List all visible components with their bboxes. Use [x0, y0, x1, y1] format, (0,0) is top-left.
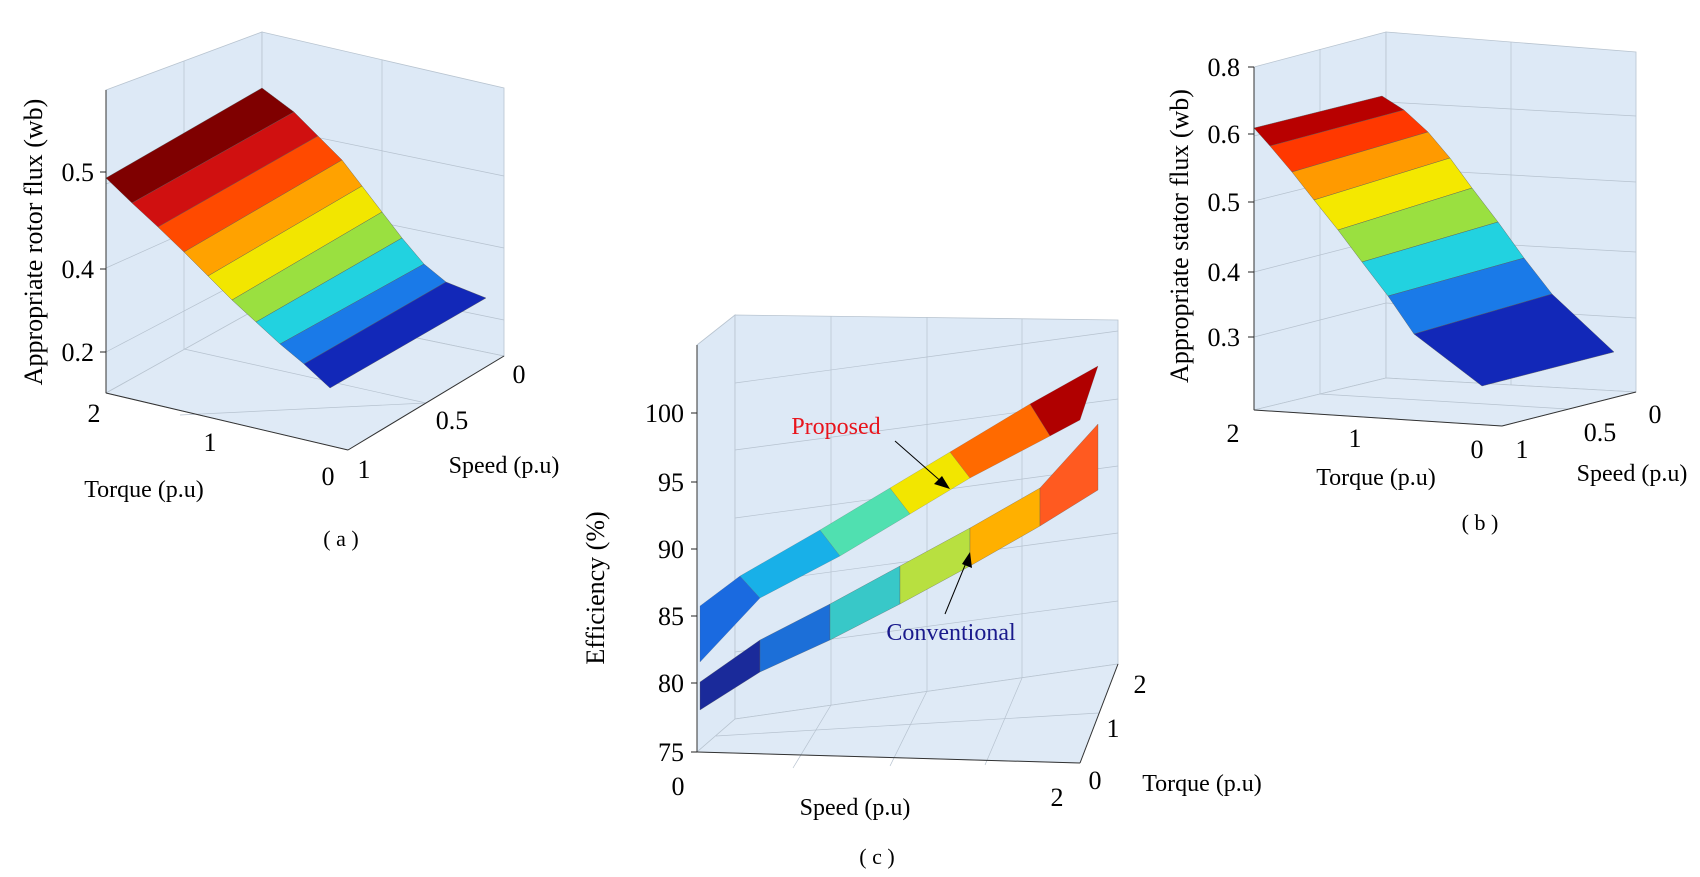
panel-c-x-axis-label: Speed (p.u) [800, 795, 911, 821]
panel-c-caption: ( c ) [859, 844, 894, 869]
panel-c-proposed-surface [699, 365, 1099, 663]
panel-c-wall-back [734, 314, 1119, 720]
panel-a-z-tick-label: 0.5 [62, 158, 95, 187]
panel-b-x-tick-label: 1 [1349, 424, 1362, 453]
panel-b-y-tick-label: 0 [1649, 400, 1662, 429]
panel-a-y-tick-label: 0.5 [436, 406, 469, 435]
panel-b-caption: ( b ) [1462, 510, 1499, 535]
panel-c-y-axis-label: Torque (p.u) [1142, 771, 1262, 797]
panel-c-z-tick-label: 100 [645, 399, 684, 428]
panel-a-x-tick-label: 0 [322, 462, 335, 491]
panel-c-x-tick-label: 0 [672, 772, 685, 801]
panel-b-z-tick-label: 0.3 [1208, 323, 1241, 352]
panel-a-caption: ( a ) [323, 526, 358, 551]
panel-c-z-tick-label: 80 [658, 669, 684, 698]
panel-c-y-tick-label: 1 [1107, 714, 1120, 743]
panel-a [104, 31, 506, 451]
panel-c-z-axis-label: Efficiency (%) [581, 511, 610, 664]
panel-a-z-axis-label: Appropriate rotor flux (wb) [19, 99, 48, 386]
panel-a-surface [105, 87, 487, 389]
panel-c-z-tick-label: 90 [658, 535, 684, 564]
panel-b-z-tick-label: 0.6 [1208, 120, 1241, 149]
panel-b-band-8 [1413, 293, 1615, 387]
proposed-arrow-line [894, 440, 945, 485]
panel-a-y-tick-label: 0 [513, 360, 526, 389]
panel-b-y-tick-label: 1 [1516, 435, 1529, 464]
panel-b-z-axis-label: Appropriate stator flux (wb) [1165, 89, 1194, 383]
panel-c-conventional-surface [699, 423, 1099, 711]
panel-a-band-9 [303, 281, 487, 389]
panel-c-z-tick-label: 95 [658, 468, 684, 497]
panel-b-z-tick-label: 0.4 [1208, 258, 1241, 287]
panel-a-axis-lines [105, 90, 505, 451]
panel-a-z-tick-label: 0.2 [62, 338, 95, 367]
panel-c-y-tick-label: 0 [1089, 766, 1102, 795]
panel-b-x-tick-label: 0 [1471, 435, 1484, 464]
panel-c [695, 314, 1119, 769]
panel-c-prop-band-6 [1029, 365, 1099, 437]
proposed-annotation: Proposed [791, 414, 880, 440]
panel-b-x-axis-label: Torque (p.u) [1316, 465, 1436, 491]
panel-a-z-tick-label: 0.4 [62, 255, 95, 284]
panel-c-annotation-arrows [894, 440, 972, 615]
panel-c-z-tick-label: 85 [658, 602, 684, 631]
conventional-arrow-line [944, 557, 969, 615]
panel-b-surface [1253, 95, 1615, 387]
panel-a-y-tick-label: 1 [358, 455, 371, 484]
panel-c-conv-band-6 [1039, 423, 1099, 527]
proposed-arrowhead [934, 476, 950, 489]
panel-a-x-tick-label: 1 [204, 428, 217, 457]
panel-a-y-axis-label: Speed (p.u) [449, 453, 560, 479]
conventional-annotation: Conventional [886, 620, 1016, 646]
panel-c-x-tick-label: 2 [1051, 783, 1064, 812]
panel-a-x-tick-label: 2 [88, 399, 101, 428]
panel-b-y-axis-label: Speed (p.u) [1577, 461, 1688, 487]
conventional-arrowhead [962, 552, 972, 568]
panel-b-z-tick-label: 0.5 [1208, 188, 1241, 217]
panel-a-x-axis-label: Torque (p.u) [84, 477, 204, 503]
panel-c-y-tick-label: 2 [1134, 670, 1147, 699]
panel-b-y-tick-label: 0.5 [1584, 418, 1617, 447]
panel-b-axis-lines [1253, 67, 1637, 427]
panel-b [1253, 31, 1637, 427]
panel-c-z-tick-label: 75 [658, 738, 684, 767]
panel-b-x-tick-label: 2 [1227, 419, 1240, 448]
panel-b-z-tick-label: 0.8 [1208, 53, 1241, 82]
